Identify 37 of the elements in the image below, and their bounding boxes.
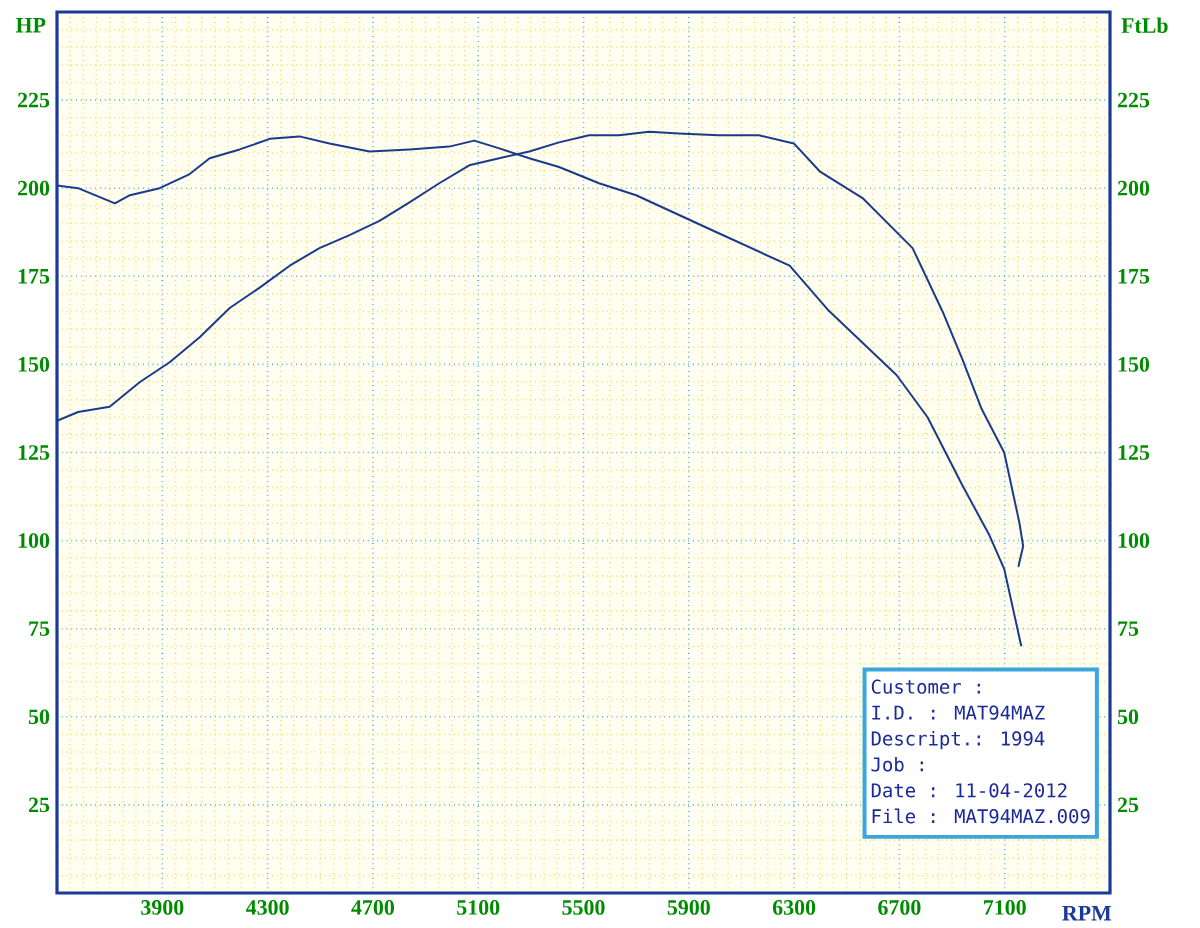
x-tick-label: 5900 [667, 900, 710, 915]
y-tick-label: 175 [18, 268, 50, 284]
y2-tick-label: 150 [1118, 357, 1150, 372]
annotation: I.D. : MAT94MAZ [872, 705, 1045, 720]
y-tick-label: 75 [29, 621, 50, 636]
annotation: File : MAT94MAZ.009 [872, 808, 1090, 824]
x-axis-title: RPM [1062, 906, 1112, 921]
x-tick-label: 4300 [246, 900, 289, 915]
y2-tick-label: 50 [1117, 709, 1139, 725]
y2-tick-label: 100 [1118, 533, 1150, 548]
y2-tick-label: 175 [1118, 268, 1150, 284]
x-tick-label: 7100 [984, 900, 1026, 915]
y2-tick-label: 225 [1117, 92, 1150, 108]
y-tick-label: 100 [18, 533, 50, 548]
y2-axis-title: FtLb [1121, 17, 1168, 33]
y2-tick-label: 75 [1118, 621, 1139, 636]
y-tick-label: 200 [17, 180, 50, 196]
y-axis-title: HP [15, 18, 46, 33]
x-tick-label: 5500 [562, 900, 605, 915]
y2-tick-label: 125 [1118, 445, 1150, 460]
x-tick-label: 5100 [457, 900, 500, 915]
annotation: Descript.: 1994 [871, 731, 1045, 750]
x-tick-label: 3900 [141, 900, 184, 915]
y-tick-label: 225 [17, 92, 50, 108]
annotation: Customer : [871, 679, 980, 694]
annotation: Date : 11-04-2012 [871, 783, 1067, 798]
y2-tick-label: 25 [1117, 797, 1139, 813]
y-tick-label: 25 [28, 797, 50, 813]
y2-tick-label: 200 [1117, 180, 1150, 196]
line-series [57, 135, 1023, 648]
annotation: Job : [871, 756, 923, 772]
x-tick-label: 4700 [351, 900, 394, 915]
x-tick-label: 6300 [772, 900, 816, 915]
y-tick-label: 50 [28, 709, 50, 725]
x-tick-label: 6700 [878, 900, 921, 915]
y-tick-label: 150 [18, 357, 50, 372]
y-tick-label: 125 [18, 445, 50, 460]
